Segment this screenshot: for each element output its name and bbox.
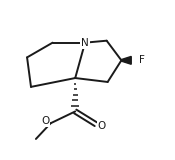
Polygon shape (121, 56, 131, 64)
Text: O: O (98, 121, 106, 131)
Text: F: F (139, 55, 145, 65)
Text: O: O (42, 116, 50, 126)
Text: N: N (81, 38, 89, 48)
